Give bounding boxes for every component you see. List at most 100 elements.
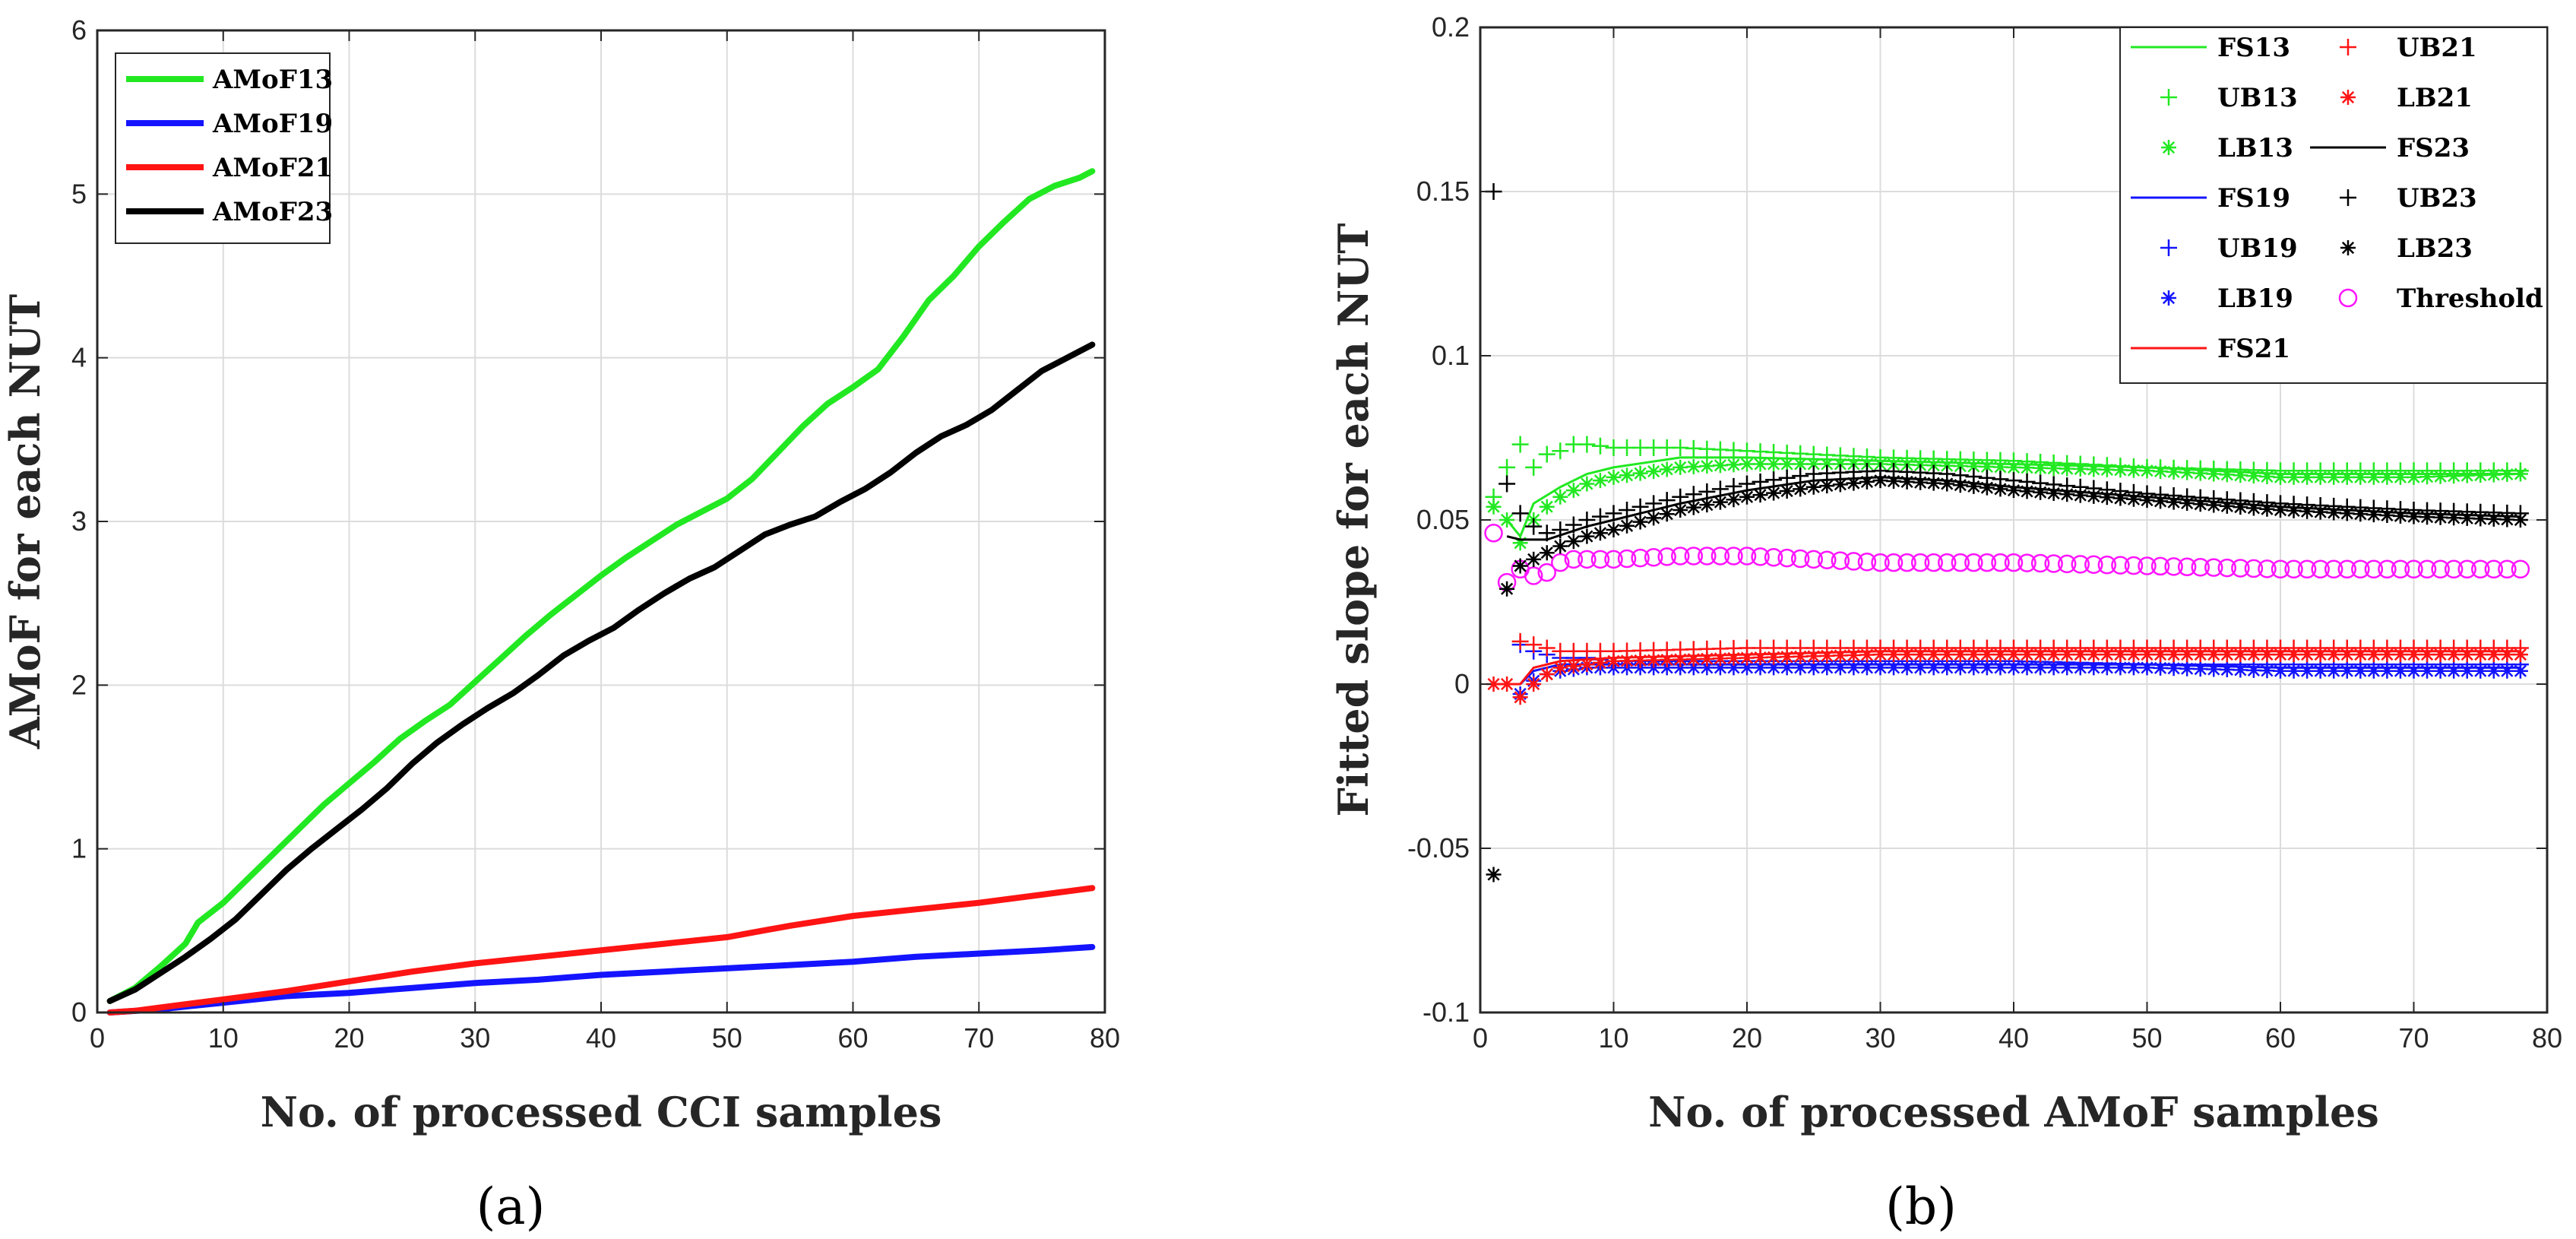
chart-b-lb21-point — [2286, 647, 2302, 663]
chart-b-threshold-point — [2351, 559, 2370, 579]
chart-b-lb21-point — [1539, 667, 1555, 683]
chart-b-lb23-point — [1579, 528, 1595, 544]
chart-a-series-line-AMoF19 — [106, 943, 1096, 1016]
chart-b-ub23-point — [1605, 505, 1622, 522]
chart-b-lb19-point — [2059, 660, 2075, 676]
chart-a-ytick-label: 5 — [71, 178, 87, 209]
chart-b-ylabel: Fitted slope for each NUT — [1329, 223, 1378, 817]
chart-b-lb23-point — [2446, 510, 2462, 526]
chart-b-lb13-point — [2099, 461, 2115, 477]
chart-b-ytick-label: -0.1 — [1422, 997, 1470, 1028]
chart-b-lb21-point — [1952, 647, 1968, 663]
chart-b-threshold-point — [2431, 559, 2450, 579]
chart-b-lb21-point — [1832, 648, 1848, 664]
chart-b-lb23-point — [1512, 558, 1528, 574]
chart-b: 0 10 20 30 40 50 60 70 80 -0.1 -0.05 0 0.05 0.1 0.15 0.… — [1329, 11, 2562, 1236]
chart-b-ub23-point — [1631, 498, 1649, 515]
chart-b-lb23-point — [2125, 491, 2141, 507]
chart-b-lb23-point — [2459, 510, 2475, 526]
chart-b-lb23-point — [2339, 505, 2355, 521]
chart-b-threshold-point — [2244, 559, 2264, 578]
chart-b-lb23-point — [1726, 492, 1742, 508]
chart-b-lb19-point — [1913, 660, 1929, 676]
chart-b-lb13-point — [1805, 456, 1821, 472]
chart-b-threshold-point — [2404, 559, 2423, 579]
chart-b-lb23-point — [2166, 494, 2182, 510]
chart-b-threshold-point — [1631, 548, 1650, 568]
chart-b-lb13-point — [2499, 467, 2515, 483]
chart-b-lb23-point — [2259, 501, 2275, 517]
chart-b-threshold-point — [2378, 559, 2397, 579]
chart-b-threshold-point — [1617, 549, 1637, 569]
chart-b-lb21-point — [2192, 647, 2208, 663]
chart-b-threshold-point — [2150, 556, 2170, 576]
chart-b-lb13-point — [1592, 473, 1608, 489]
chart-b-lb19-point — [1699, 660, 1715, 676]
chart-b-lb13-point — [1673, 459, 1688, 475]
chart-b-lb13-point — [2459, 467, 2475, 483]
chart-b-threshold-point — [2084, 555, 2103, 575]
chart-b-lb23-point — [1899, 474, 1915, 490]
chart-b-legend-label: UB21 — [2397, 33, 2477, 63]
chart-b-threshold-point — [2337, 559, 2356, 579]
chart-b-lb13-point — [2179, 464, 2195, 480]
chart-b-threshold-point — [1764, 547, 1783, 567]
chart-b-lb23-point — [1819, 478, 1835, 494]
chart-b-lb23-point — [2366, 507, 2381, 523]
chart-b-lb19-point — [2273, 663, 2288, 679]
chart-b-threshold-point — [1938, 553, 1957, 572]
chart-b-lb23-point — [2019, 483, 2035, 499]
chart-b-lb13-point — [2406, 469, 2422, 485]
chart-b-lb23-point — [1526, 551, 1542, 567]
chart-b-lb21-point — [2245, 647, 2261, 663]
chart-b-lb19-point — [2153, 660, 2169, 676]
chart-b-lb13-point — [2006, 459, 2021, 475]
chart-b-lb23-point — [1685, 499, 1701, 515]
chart-b-lb21-point — [2366, 647, 2381, 663]
chart-b-lb21-point — [1579, 657, 1595, 673]
chart-b-lb13-point — [2259, 468, 2275, 484]
chart-b-lb21-point — [1659, 652, 1675, 668]
chart-b-lb21-point — [2059, 647, 2075, 663]
chart-b-lb23-point — [2099, 490, 2115, 505]
chart-b-lb21-point — [1939, 647, 1955, 663]
chart-b-lb23-point — [2273, 502, 2288, 518]
chart-b-lb13-point — [2339, 469, 2355, 485]
chart-b-ub23-point — [1538, 524, 1555, 542]
chart-a-xtick-label: 10 — [208, 1022, 239, 1054]
chart-a-ytick-label: 6 — [71, 14, 87, 46]
chart-b-lb21-point — [1752, 650, 1768, 666]
chart-b-xtick-label: 70 — [2398, 1022, 2429, 1054]
chart-b-lb23-point — [1592, 525, 1608, 541]
chart-b-lb21-point — [1793, 648, 1809, 664]
chart-b-lb19-point — [2046, 660, 2062, 676]
chart-b-lb21-point — [1512, 689, 1528, 705]
chart-b-lb23-point — [2473, 511, 2489, 527]
chart-b-lb13-point — [2206, 466, 2222, 482]
chart-b-lb23-point — [2192, 496, 2208, 512]
chart-b-lb19-point — [2166, 661, 2182, 677]
chart-b-lb19-point — [2286, 663, 2302, 679]
chart-b-lb23-point — [1539, 545, 1555, 561]
chart-b-lb21-point — [2099, 647, 2115, 663]
chart-b-ub21-point — [1511, 632, 1529, 650]
chart-b-lb23-point — [2299, 503, 2315, 519]
chart-b-lb19-point — [2192, 661, 2208, 677]
chart-b-lb19-point — [1766, 660, 1782, 676]
chart-b-lb13-point — [1539, 499, 1555, 515]
chart-b-threshold-point — [2017, 553, 2036, 572]
chart-b-lb19-point — [1939, 660, 1955, 676]
chart-b-legend-label: LB19 — [2217, 284, 2293, 314]
chart-b-threshold-point — [2444, 559, 2464, 579]
chart-b-lb13-point — [2353, 469, 2369, 485]
chart-b-lb21-point — [2046, 647, 2062, 663]
chart-a-xtick-label: 80 — [1090, 1022, 1120, 1054]
chart-b-ticks: 0 10 20 30 40 50 60 70 80 -0.1 -0.05 0 0.05 0.1 0.15 0.… — [1407, 11, 2562, 1054]
chart-b-lb13-point — [2299, 469, 2315, 485]
chart-b-lb19-point — [1739, 660, 1755, 676]
chart-b-lb23-point — [1846, 475, 1862, 491]
chart-b-lb23-point — [2353, 506, 2369, 522]
chart-b-lb13-point — [1486, 499, 1502, 515]
chart-b-ub23-point — [1565, 516, 1582, 534]
chart-b-threshold-point — [2498, 559, 2517, 579]
